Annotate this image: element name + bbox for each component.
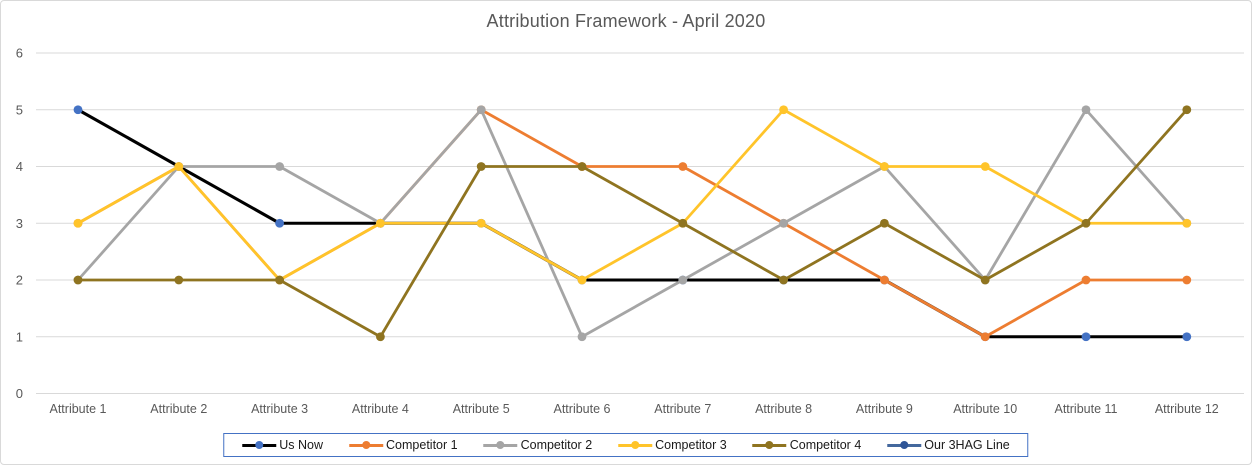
y-gridlines [36, 52, 1244, 394]
data-point-marker [376, 332, 385, 342]
data-point-marker [880, 275, 889, 285]
y-tick-label: 2 [16, 273, 23, 288]
x-tick-label: Attribute 7 [654, 402, 711, 416]
x-tick-label: Attribute 9 [856, 402, 913, 416]
data-point-marker [779, 105, 788, 115]
legend-line-marker-icon [752, 441, 787, 450]
data-point-marker [376, 218, 385, 228]
legend-line-marker-icon [483, 441, 518, 450]
legend-label: Competitor 3 [655, 438, 727, 452]
x-tick-label: Attribute 3 [251, 402, 308, 416]
y-tick-label: 0 [16, 386, 23, 401]
y-axis-tick-labels: 0 1 2 3 4 5 6 [16, 46, 23, 402]
legend-item-competitor-4: Competitor 4 [752, 438, 862, 452]
data-point-marker [577, 162, 587, 171]
data-point-marker [1081, 332, 1091, 342]
data-point-marker [73, 218, 83, 228]
legend-label: Competitor 1 [386, 438, 458, 452]
data-point-marker [577, 275, 587, 285]
y-tick-label: 6 [16, 46, 23, 61]
x-tick-label: Attribute 5 [453, 402, 510, 416]
x-tick-label: Attribute 8 [755, 402, 812, 416]
data-point-marker [174, 162, 184, 171]
data-point-marker [980, 332, 990, 342]
series-competitor-4 [73, 105, 1192, 342]
legend-item-us-now: Us Now [242, 438, 323, 452]
data-point-marker [880, 162, 889, 171]
y-tick-label: 4 [16, 159, 23, 174]
data-point-marker [1182, 218, 1192, 228]
data-point-marker [1182, 332, 1192, 342]
data-point-marker [1081, 275, 1091, 285]
series-line [77, 108, 1187, 282]
data-point-marker [73, 275, 83, 285]
chart-title: Attribution Framework - April 2020 [486, 11, 766, 31]
x-axis-category-labels: Attribute 1 Attribute 2 Attribute 3 Attribu… [50, 402, 1219, 416]
data-point-marker [476, 105, 486, 115]
series-line [78, 108, 1188, 339]
data-point-marker [880, 218, 889, 228]
data-point-marker [779, 218, 788, 228]
data-point-marker [275, 275, 284, 285]
series-line [76, 108, 1188, 339]
data-point-marker [577, 332, 587, 342]
legend-line-marker-icon [349, 441, 384, 450]
legend-label: Our 3HAG Line [924, 438, 1010, 452]
data-point-marker [1081, 105, 1091, 115]
data-point-marker [275, 218, 284, 228]
x-tick-label: Attribute 10 [953, 402, 1017, 416]
legend-label: Us Now [279, 438, 324, 452]
data-point-marker [678, 162, 688, 171]
legend-line-marker-icon [887, 441, 922, 450]
data-point-marker [1182, 105, 1192, 115]
data-point-marker [275, 162, 284, 171]
legend-label: Competitor 4 [789, 438, 862, 452]
legend-line-marker-icon [242, 441, 277, 450]
legend-item-competitor-2: Competitor 2 [483, 438, 593, 452]
legend-label: Competitor 2 [520, 438, 593, 452]
x-tick-label: Attribute 2 [150, 402, 207, 416]
legend-line-marker-icon [618, 441, 653, 450]
y-tick-label: 1 [16, 329, 23, 344]
data-point-marker [476, 218, 486, 228]
x-tick-label: Attribute 11 [1054, 402, 1117, 416]
legend-item-our-3hag-line: Our 3HAG Line [887, 438, 1010, 452]
data-point-marker [980, 275, 990, 285]
data-point-marker [678, 275, 688, 285]
data-point-marker [980, 162, 990, 171]
data-point-marker [476, 162, 486, 171]
data-point-marker [779, 275, 788, 285]
series-line [77, 108, 1187, 339]
legend-item-competitor-3: Competitor 3 [618, 438, 727, 452]
y-tick-label: 5 [16, 102, 23, 117]
x-tick-label: Attribute 6 [554, 402, 611, 416]
data-point-marker [174, 275, 184, 285]
x-tick-label: Attribute 1 [50, 402, 107, 416]
data-point-marker [1081, 218, 1091, 228]
x-tick-label: Attribute 12 [1155, 402, 1219, 416]
chart-legend: Us Now Competitor 1 Competitor 2 Competitor… [223, 433, 1029, 457]
y-tick-label: 3 [16, 216, 23, 231]
data-point-marker [1182, 275, 1192, 285]
legend-item-competitor-1: Competitor 1 [349, 438, 458, 452]
data-point-marker [678, 218, 688, 228]
x-tick-label: Attribute 4 [352, 402, 409, 416]
data-point-marker [73, 105, 83, 115]
